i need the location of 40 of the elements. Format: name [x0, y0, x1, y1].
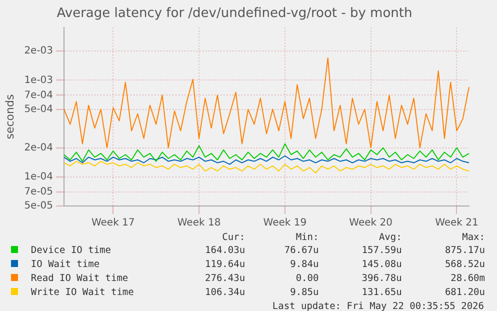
- x-tick-label: Week 17: [91, 218, 135, 229]
- legend-label: Write IO Wait time: [30, 286, 135, 300]
- y-tick-label: 1e-04: [24, 171, 54, 182]
- x-tick-label: Week 20: [349, 218, 392, 229]
- legend-label: Read IO Wait time: [30, 272, 130, 286]
- text: 276.43u: [204, 272, 246, 286]
- text: Last update: Fri May 22 00:35:55 2026: [271, 300, 485, 311]
- text: 0.00: [294, 272, 319, 286]
- text: 568.52u: [444, 258, 485, 272]
- text: 145.08u: [360, 258, 402, 272]
- y-tick-label: 7e-04: [24, 90, 54, 101]
- text: 28.60m: [450, 272, 485, 286]
- text: 119.64u: [204, 258, 246, 272]
- text: 396.78u: [360, 272, 402, 286]
- text: 157.59u: [360, 244, 402, 258]
- x-tick-label: Week 18: [177, 218, 221, 229]
- y-tick-label: 5e-04: [24, 104, 54, 115]
- text: 9.84u: [289, 258, 319, 272]
- text: 681.20u: [444, 286, 485, 300]
- x-tick-label: Week 21: [435, 218, 478, 229]
- x-tick-label: Week 19: [263, 218, 307, 229]
- text: 76.67u: [283, 244, 319, 258]
- legend-label: Device IO time: [30, 244, 112, 258]
- text: 164.03u: [204, 244, 246, 258]
- legend-label: IO Wait time: [30, 258, 101, 272]
- text: Cur:: [221, 232, 246, 244]
- text: Min:: [294, 232, 319, 244]
- text: Max:: [461, 232, 485, 244]
- text: 9.85u: [289, 286, 319, 300]
- y-tick-label: 7e-05: [24, 186, 54, 198]
- text: 131.65u: [360, 286, 402, 300]
- y-tick-label: 2e-03: [24, 46, 54, 57]
- text: 875.17u: [444, 244, 485, 258]
- text: Avg:: [378, 232, 402, 244]
- y-tick-label: 5e-05: [24, 200, 54, 212]
- chart-title: Average latency for /dev/undefined-vg/root - by month: [56, 6, 412, 22]
- y-axis-title: seconds: [3, 94, 16, 140]
- text: 106.34u: [204, 286, 246, 300]
- y-tick-label: 2e-04: [24, 142, 54, 154]
- y-tick-label: 1e-03: [24, 74, 54, 86]
